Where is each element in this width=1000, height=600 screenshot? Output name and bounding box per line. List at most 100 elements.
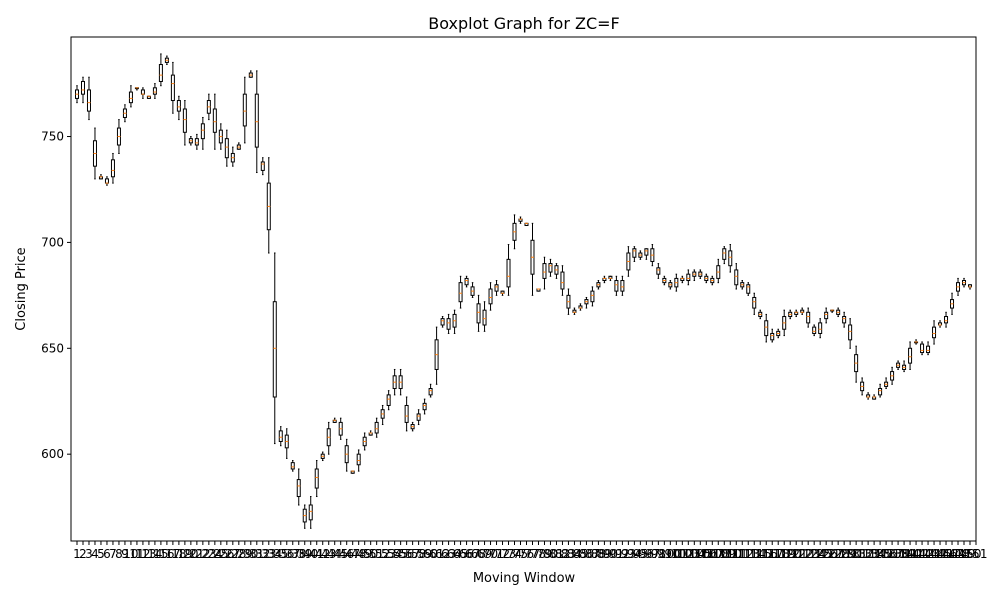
box-window-139 [902,360,907,373]
box-window-18 [176,95,181,121]
x-tick-label: 120 [779,547,802,561]
box-window-55 [398,368,403,396]
x-tick-label: 58 [411,547,426,561]
box-window-129 [842,311,847,328]
box-window-2 [80,76,85,104]
box-window-78 [536,288,541,292]
box-window-119 [782,309,787,337]
box-iqr [818,322,823,334]
box-window-43 [326,421,331,455]
box-window-77 [530,222,535,296]
x-tick-label: 14 [147,547,162,561]
x-tick-label: 102 [671,547,694,561]
x-tick-label: 122 [791,547,814,561]
box-window-30 [248,70,253,78]
box-window-3 [86,76,91,121]
box-iqr [152,87,157,95]
box-window-37 [290,460,295,472]
box-window-140 [908,341,913,370]
box-window-33 [266,157,271,254]
box-window-148 [956,277,961,296]
box-window-20 [188,136,193,146]
box-window-147 [950,292,955,315]
x-tick-label: 146 [935,547,958,561]
box-window-144 [932,320,937,345]
box-window-103 [686,269,691,286]
box-window-8 [116,119,121,154]
x-tick-label: 39 [297,547,312,561]
box-window-83 [566,288,571,315]
x-tick-label: 13 [141,547,156,561]
x-tick-label: 86 [579,547,594,561]
x-tick-label: 33 [261,547,276,561]
box-window-150 [968,284,973,290]
box-iqr [110,159,115,178]
y-tick-label: 600 [41,447,64,461]
x-tick-label: 127 [821,547,844,561]
x-tick-label: 78 [531,547,546,561]
box-window-49 [362,432,367,451]
box-window-86 [584,296,589,309]
x-tick-label: 6 [103,547,111,561]
x-tick-label: 128 [827,547,850,561]
x-tick-label: 57 [405,547,420,561]
box-iqr [422,402,427,411]
x-tick-label: 1 [73,547,81,561]
box-window-132 [860,377,865,396]
box-iqr [296,479,301,498]
box-window-50 [368,430,373,436]
box-iqr [620,280,625,292]
box-window-112 [740,280,745,290]
x-tick-label: 139 [893,547,916,561]
x-tick-label: 132 [851,547,874,561]
x-tick-label: 54 [387,547,402,561]
x-tick-label: 72 [495,547,510,561]
x-tick-label: 124 [803,547,826,561]
x-tick-label: 34 [267,547,282,561]
box-iqr [614,280,619,292]
box-window-45 [338,417,343,440]
x-tick-label: 37 [285,547,300,561]
box-iqr [440,318,445,326]
box-window-106 [704,273,709,284]
box-window-42 [320,451,325,462]
x-tick-label: 44 [327,547,342,561]
x-tick-label: 138 [887,547,910,561]
box-window-115 [758,309,763,320]
box-iqr [170,74,175,102]
box-iqr [476,303,481,324]
box-window-145 [938,320,943,328]
x-tick-label: 143 [917,547,940,561]
x-tick-label: 70 [483,547,498,561]
box-iqr [842,316,847,324]
x-tick-label: 79 [537,547,552,561]
box-window-127 [830,309,835,313]
box-window-76 [524,222,529,226]
box-window-105 [698,269,703,279]
box-window-31 [254,70,259,174]
x-tick-label: 43 [321,547,336,561]
box-window-41 [314,460,319,498]
x-tick-label: 52 [375,547,390,561]
x-tick-label: 11 [129,547,144,561]
x-tick-label: 73 [501,547,516,561]
box-window-110 [728,244,733,273]
x-tick-label: 83 [561,547,576,561]
box-window-68 [476,294,481,332]
box-window-141 [914,339,919,345]
box-iqr [176,100,181,112]
box-window-23 [206,93,211,121]
box-window-104 [692,269,697,282]
x-tick-label: 87 [585,547,600,561]
box-window-135 [878,383,883,398]
box-iqr [458,282,463,303]
box-iqr [212,108,217,133]
box-iqr [254,93,259,148]
x-tick-label: 80 [543,547,558,561]
box-iqr [920,343,925,354]
box-window-36 [284,428,289,459]
x-tick-label: 77 [525,547,540,561]
box-window-56 [404,396,409,432]
x-tick-label: 95 [633,547,648,561]
box-window-88 [596,280,601,290]
